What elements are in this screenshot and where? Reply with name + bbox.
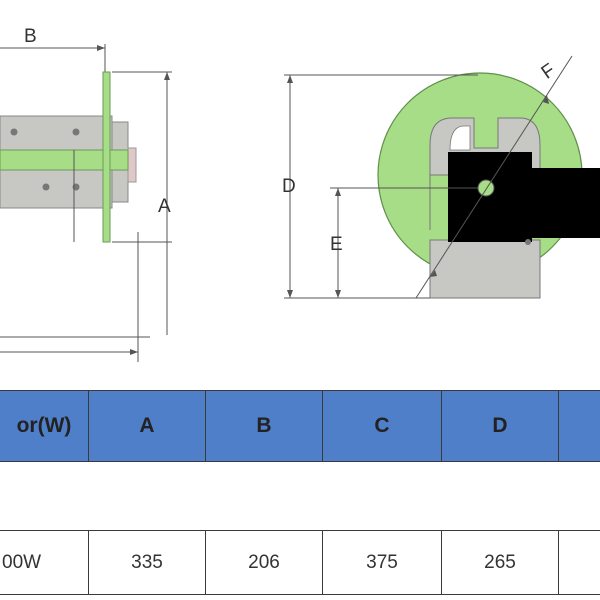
cell-a: 335 (88, 530, 206, 595)
cell-b: 206 (205, 530, 323, 595)
header-c: C (322, 390, 442, 462)
mount-bolt (525, 239, 531, 245)
spec-table: or(W) A B C D 00W 335 206 375 265 (0, 390, 600, 600)
dim-a-label: A (158, 196, 171, 217)
dim-d-arrow-top (287, 75, 293, 83)
drum-cap (127, 147, 137, 183)
dim-e-arrow-top (335, 188, 341, 196)
axle (0, 149, 129, 171)
bolt (42, 183, 50, 191)
disc-slot-inner (449, 125, 471, 151)
dim-b-arrow (97, 45, 105, 51)
bolt (72, 128, 80, 136)
technical-drawing: B A (0, 26, 600, 362)
dim-a-arrow (164, 72, 170, 80)
dim-e-arrow-bottom (335, 290, 341, 298)
flange (102, 71, 111, 243)
cell-motor-power: 00W (0, 530, 89, 595)
header-next (558, 390, 600, 462)
dim-bottom-arrow (130, 349, 138, 355)
dim-f-arrow-top (543, 95, 549, 104)
cell-c: 375 (322, 530, 442, 595)
dim-d-arrow-bottom (287, 290, 293, 298)
front-view: D E F (282, 55, 600, 299)
side-view: B A (0, 26, 172, 362)
dim-b-label: B (24, 26, 37, 47)
bolt (10, 128, 18, 136)
cell-d: 265 (441, 530, 559, 595)
header-motor-power: or(W) (0, 390, 89, 462)
motor (532, 168, 600, 238)
header-d: D (441, 390, 559, 462)
dim-d-label: D (282, 176, 296, 197)
header-a: A (88, 390, 206, 462)
dim-e-label: E (330, 234, 343, 255)
stand (429, 239, 541, 299)
header-b: B (205, 390, 323, 462)
shaft-hole (477, 179, 495, 197)
cell-next (558, 530, 600, 595)
dim-f-line (415, 55, 573, 299)
dim-f-arrow-bottom (430, 270, 437, 277)
